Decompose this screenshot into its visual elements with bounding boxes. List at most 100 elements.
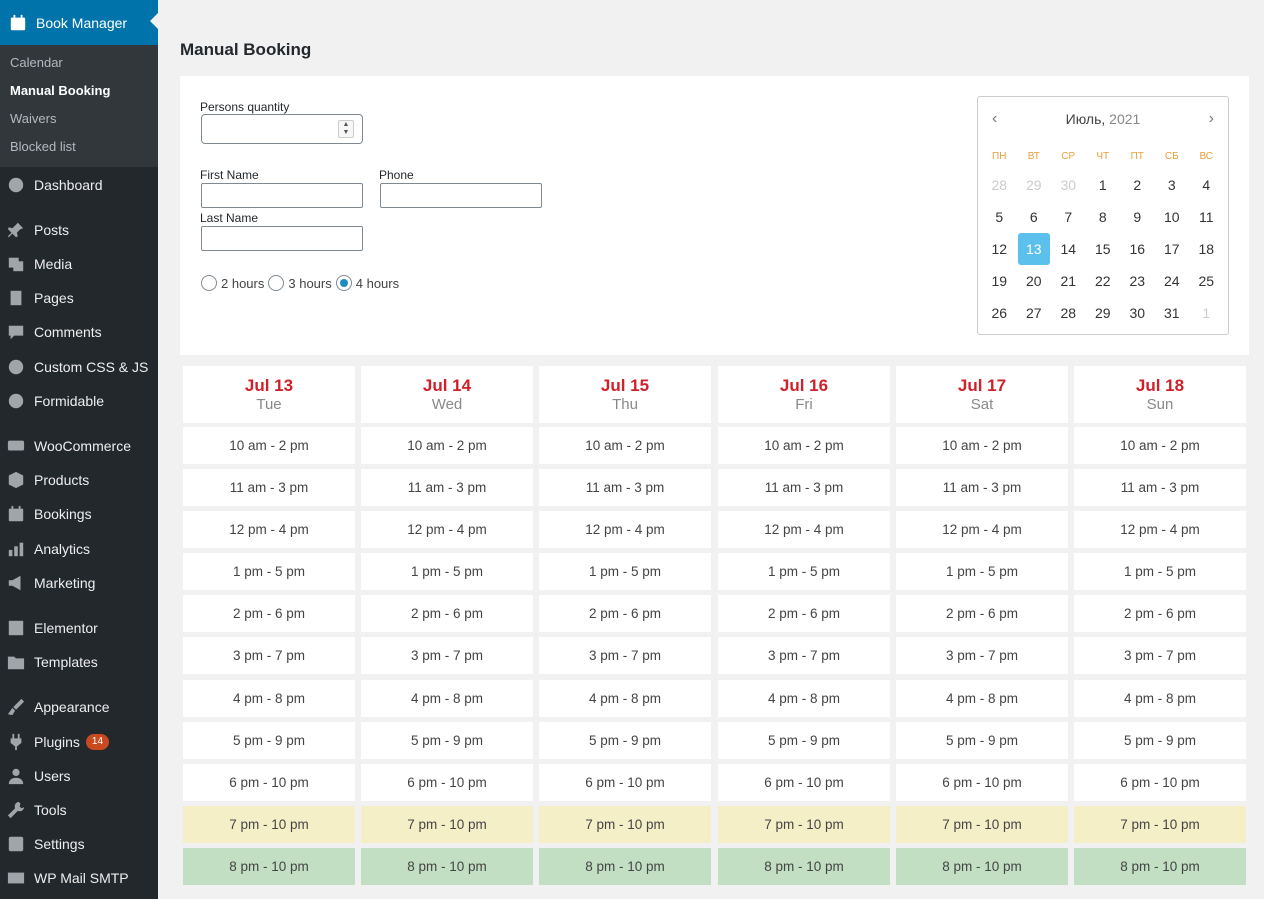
time-slot[interactable]: 10 am - 2 pm bbox=[1074, 427, 1246, 464]
time-slot[interactable]: 8 pm - 10 pm bbox=[896, 848, 1068, 885]
submenu-blocked-list[interactable]: Blocked list bbox=[10, 139, 76, 154]
calendar-day[interactable]: 29 bbox=[1094, 305, 1111, 321]
time-slot[interactable]: 12 pm - 4 pm bbox=[361, 511, 533, 548]
time-slot[interactable]: 7 pm - 10 pm bbox=[183, 806, 355, 843]
time-slot[interactable]: 1 pm - 5 pm bbox=[896, 553, 1068, 590]
time-slot[interactable]: 8 pm - 10 pm bbox=[1074, 848, 1246, 885]
time-slot[interactable]: 1 pm - 5 pm bbox=[539, 553, 711, 590]
time-slot[interactable]: 11 am - 3 pm bbox=[1074, 469, 1246, 506]
time-slot[interactable]: 1 pm - 5 pm bbox=[718, 553, 890, 590]
number-spinner[interactable]: ▲ ▼ bbox=[338, 120, 354, 138]
calendar-day[interactable]: 26 bbox=[991, 305, 1008, 321]
calendar-day[interactable]: 12 bbox=[991, 241, 1008, 257]
calendar-day[interactable]: 15 bbox=[1094, 241, 1111, 257]
persons-quantity-input[interactable]: ▲ ▼ bbox=[201, 114, 363, 144]
calendar-day[interactable]: 27 bbox=[1025, 305, 1042, 321]
menu-bookings[interactable]: Bookings bbox=[0, 497, 158, 531]
menu-media[interactable]: Media bbox=[0, 247, 158, 281]
menu-comments[interactable]: Comments bbox=[0, 315, 158, 349]
calendar-day[interactable]: 17 bbox=[1163, 241, 1180, 257]
time-slot[interactable]: 4 pm - 8 pm bbox=[183, 680, 355, 717]
time-slot[interactable]: 8 pm - 10 pm bbox=[718, 848, 890, 885]
calendar-day[interactable]: 7 bbox=[1064, 209, 1073, 225]
calendar-day[interactable]: 11 bbox=[1198, 209, 1214, 225]
calendar-day[interactable]: 9 bbox=[1133, 209, 1142, 225]
time-slot[interactable]: 12 pm - 4 pm bbox=[539, 511, 711, 548]
calendar-day-other-month[interactable]: 29 bbox=[1025, 177, 1042, 193]
time-slot[interactable]: 6 pm - 10 pm bbox=[361, 764, 533, 801]
calendar-day[interactable]: 5 bbox=[995, 209, 1004, 225]
time-slot[interactable]: 5 pm - 9 pm bbox=[896, 722, 1068, 759]
time-slot[interactable]: 10 am - 2 pm bbox=[718, 427, 890, 464]
calendar-day[interactable]: 31 bbox=[1163, 305, 1180, 321]
menu-dashboard[interactable]: Dashboard bbox=[0, 168, 158, 202]
time-slot[interactable]: 5 pm - 9 pm bbox=[1074, 722, 1246, 759]
time-slot[interactable]: 4 pm - 8 pm bbox=[539, 680, 711, 717]
time-slot[interactable]: 5 pm - 9 pm bbox=[718, 722, 890, 759]
calendar-day[interactable]: 22 bbox=[1094, 273, 1111, 289]
time-slot[interactable]: 3 pm - 7 pm bbox=[361, 637, 533, 674]
time-slot[interactable]: 6 pm - 10 pm bbox=[896, 764, 1068, 801]
time-slot[interactable]: 12 pm - 4 pm bbox=[896, 511, 1068, 548]
calendar-day[interactable]: 24 bbox=[1163, 273, 1180, 289]
last-name-field[interactable] bbox=[201, 226, 363, 251]
time-slot[interactable]: 5 pm - 9 pm bbox=[361, 722, 533, 759]
calendar-day[interactable]: 25 bbox=[1198, 273, 1215, 289]
menu-marketing[interactable]: Marketing bbox=[0, 566, 158, 600]
calendar-day[interactable]: 6 bbox=[1029, 209, 1038, 225]
calendar-day[interactable]: 16 bbox=[1129, 241, 1146, 257]
calendar-day[interactable]: 10 bbox=[1163, 209, 1180, 225]
calendar-day-other-month[interactable]: 28 bbox=[991, 177, 1008, 193]
time-slot[interactable]: 12 pm - 4 pm bbox=[1074, 511, 1246, 548]
radio-4-hours[interactable] bbox=[335, 275, 352, 291]
calendar-day[interactable]: 2 bbox=[1133, 177, 1142, 193]
radio-3-hours[interactable] bbox=[268, 275, 285, 291]
menu-posts[interactable]: Posts bbox=[0, 213, 158, 247]
time-slot[interactable]: 2 pm - 6 pm bbox=[1074, 595, 1246, 632]
prev-month-icon[interactable]: ‹ bbox=[992, 110, 998, 127]
time-slot[interactable]: 5 pm - 9 pm bbox=[183, 722, 355, 759]
calendar-day[interactable]: 18 bbox=[1198, 241, 1215, 257]
time-slot[interactable]: 4 pm - 8 pm bbox=[361, 680, 533, 717]
time-slot[interactable]: 10 am - 2 pm bbox=[539, 427, 711, 464]
time-slot[interactable]: 6 pm - 10 pm bbox=[1074, 764, 1246, 801]
menu-analytics[interactable]: Analytics bbox=[0, 532, 158, 566]
time-slot[interactable]: 12 pm - 4 pm bbox=[718, 511, 890, 548]
menu-pages[interactable]: Pages bbox=[0, 281, 158, 315]
calendar-day[interactable]: 23 bbox=[1129, 273, 1146, 289]
time-slot[interactable]: 3 pm - 7 pm bbox=[539, 637, 711, 674]
menu-templates[interactable]: Templates bbox=[0, 645, 158, 679]
spinner-up-icon[interactable]: ▲ bbox=[342, 121, 350, 128]
radio-2-hours[interactable] bbox=[201, 275, 217, 291]
next-month-icon[interactable]: › bbox=[1208, 110, 1214, 127]
menu-appearance[interactable]: Appearance bbox=[0, 690, 158, 724]
time-slot[interactable]: 3 pm - 7 pm bbox=[718, 637, 890, 674]
time-slot[interactable]: 3 pm - 7 pm bbox=[1074, 637, 1246, 674]
time-slot[interactable]: 2 pm - 6 pm bbox=[896, 595, 1068, 632]
time-slot[interactable]: 11 am - 3 pm bbox=[183, 469, 355, 506]
menu-custom-css-js[interactable]: Custom CSS & JS bbox=[0, 350, 158, 384]
submenu-manual-booking[interactable]: Manual Booking bbox=[10, 83, 111, 98]
calendar-day-other-month[interactable]: 30 bbox=[1060, 177, 1077, 193]
menu-elementor[interactable]: Elementor bbox=[0, 611, 158, 645]
calendar-day[interactable]: 30 bbox=[1129, 305, 1146, 321]
time-slot[interactable]: 4 pm - 8 pm bbox=[718, 680, 890, 717]
menu-tools[interactable]: Tools bbox=[0, 793, 158, 827]
time-slot[interactable]: 11 am - 3 pm bbox=[361, 469, 533, 506]
time-slot[interactable]: 5 pm - 9 pm bbox=[539, 722, 711, 759]
time-slot[interactable]: 10 am - 2 pm bbox=[183, 427, 355, 464]
time-slot[interactable]: 6 pm - 10 pm bbox=[718, 764, 890, 801]
time-slot[interactable]: 6 pm - 10 pm bbox=[539, 764, 711, 801]
time-slot[interactable]: 11 am - 3 pm bbox=[539, 469, 711, 506]
calendar-day[interactable]: 14 bbox=[1060, 241, 1077, 257]
menu-formidable[interactable]: Formidable bbox=[0, 384, 158, 418]
calendar-day[interactable]: 19 bbox=[991, 273, 1008, 289]
time-slot[interactable]: 2 pm - 6 pm bbox=[183, 595, 355, 632]
time-slot[interactable]: 11 am - 3 pm bbox=[718, 469, 890, 506]
time-slot[interactable]: 1 pm - 5 pm bbox=[1074, 553, 1246, 590]
calendar-day[interactable]: 28 bbox=[1060, 305, 1077, 321]
time-slot[interactable]: 12 pm - 4 pm bbox=[183, 511, 355, 548]
time-slot[interactable]: 7 pm - 10 pm bbox=[718, 806, 890, 843]
first-name-field[interactable] bbox=[201, 183, 363, 208]
time-slot[interactable]: 2 pm - 6 pm bbox=[718, 595, 890, 632]
